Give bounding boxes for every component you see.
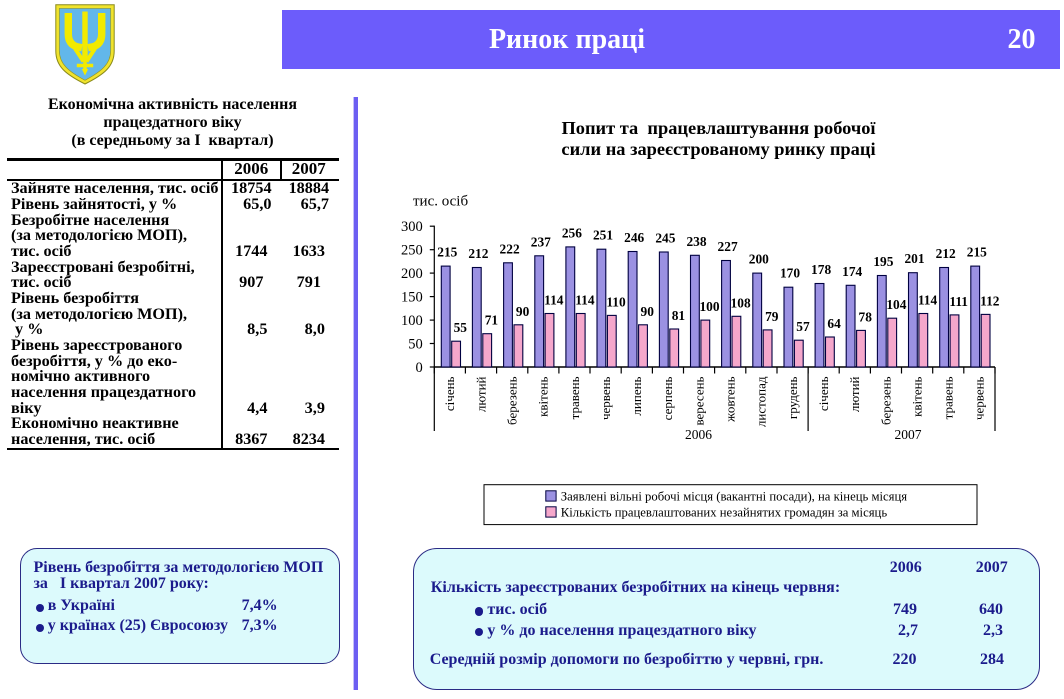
svg-text:50: 50 xyxy=(408,337,423,353)
svg-text:Заявлені вільні робочі місця (: Заявлені вільні робочі місця (вакантні п… xyxy=(561,489,907,503)
svg-text:липень: липень xyxy=(629,376,644,415)
svg-text:березень: березень xyxy=(878,376,893,425)
svg-text:227: 227 xyxy=(718,239,738,254)
svg-text:237: 237 xyxy=(531,234,551,249)
svg-text:жовтень: жовтень xyxy=(723,376,738,422)
svg-text:200: 200 xyxy=(401,266,423,282)
svg-text:111: 111 xyxy=(949,294,968,309)
svg-text:300: 300 xyxy=(401,219,423,235)
svg-text:174: 174 xyxy=(842,264,862,279)
svg-text:114: 114 xyxy=(544,293,564,308)
svg-text:55: 55 xyxy=(454,320,468,335)
svg-text:100: 100 xyxy=(699,299,719,314)
svg-text:90: 90 xyxy=(516,304,530,319)
svg-text:256: 256 xyxy=(562,225,582,240)
svg-text:листопад: листопад xyxy=(754,376,769,427)
svg-text:грудень: грудень xyxy=(785,376,800,419)
svg-text:215: 215 xyxy=(437,245,457,260)
svg-text:114: 114 xyxy=(918,293,938,308)
svg-text:200: 200 xyxy=(749,252,769,267)
svg-text:246: 246 xyxy=(624,230,644,245)
svg-text:110: 110 xyxy=(606,294,626,309)
svg-text:79: 79 xyxy=(765,309,779,324)
svg-text:150: 150 xyxy=(401,290,423,306)
svg-text:2007: 2007 xyxy=(895,427,922,442)
svg-text:57: 57 xyxy=(796,319,810,334)
svg-text:травень: травень xyxy=(941,376,956,419)
svg-text:170: 170 xyxy=(780,266,800,281)
svg-text:2006: 2006 xyxy=(685,427,712,442)
svg-text:Кількість працевлаштованих нез: Кількість працевлаштованих незайнятих гр… xyxy=(561,505,888,519)
svg-text:0: 0 xyxy=(415,360,422,376)
svg-text:114: 114 xyxy=(575,293,595,308)
svg-text:січень: січень xyxy=(442,376,457,411)
svg-text:червень: червень xyxy=(972,376,987,420)
svg-text:квітень: квітень xyxy=(909,376,924,416)
svg-text:64: 64 xyxy=(827,316,841,331)
svg-text:тис. осіб: тис. осіб xyxy=(413,194,468,210)
svg-text:212: 212 xyxy=(468,246,488,261)
svg-text:травень: травень xyxy=(567,376,582,419)
svg-text:201: 201 xyxy=(904,251,924,266)
svg-text:238: 238 xyxy=(686,234,706,249)
svg-text:січень: січень xyxy=(816,376,831,411)
svg-text:104: 104 xyxy=(886,297,906,312)
svg-text:червень: червень xyxy=(598,376,613,420)
svg-text:квітень: квітень xyxy=(536,376,551,416)
svg-text:112: 112 xyxy=(980,293,1000,308)
svg-text:245: 245 xyxy=(655,231,675,246)
svg-text:212: 212 xyxy=(936,246,956,261)
svg-text:вересень: вересень xyxy=(691,376,706,425)
svg-text:78: 78 xyxy=(859,309,873,324)
svg-text:250: 250 xyxy=(401,243,423,259)
svg-text:81: 81 xyxy=(672,308,685,323)
svg-text:251: 251 xyxy=(593,228,613,243)
svg-text:лютий: лютий xyxy=(847,376,862,412)
svg-text:195: 195 xyxy=(873,254,893,269)
svg-text:лютий: лютий xyxy=(473,376,488,412)
svg-text:71: 71 xyxy=(485,313,498,328)
svg-text:215: 215 xyxy=(967,245,987,260)
svg-text:108: 108 xyxy=(731,295,751,310)
svg-text:90: 90 xyxy=(641,304,655,319)
svg-text:178: 178 xyxy=(811,262,831,277)
svg-text:серпень: серпень xyxy=(660,376,675,420)
svg-text:100: 100 xyxy=(401,313,423,329)
svg-text:березень: березень xyxy=(505,376,520,425)
svg-text:222: 222 xyxy=(500,241,520,256)
